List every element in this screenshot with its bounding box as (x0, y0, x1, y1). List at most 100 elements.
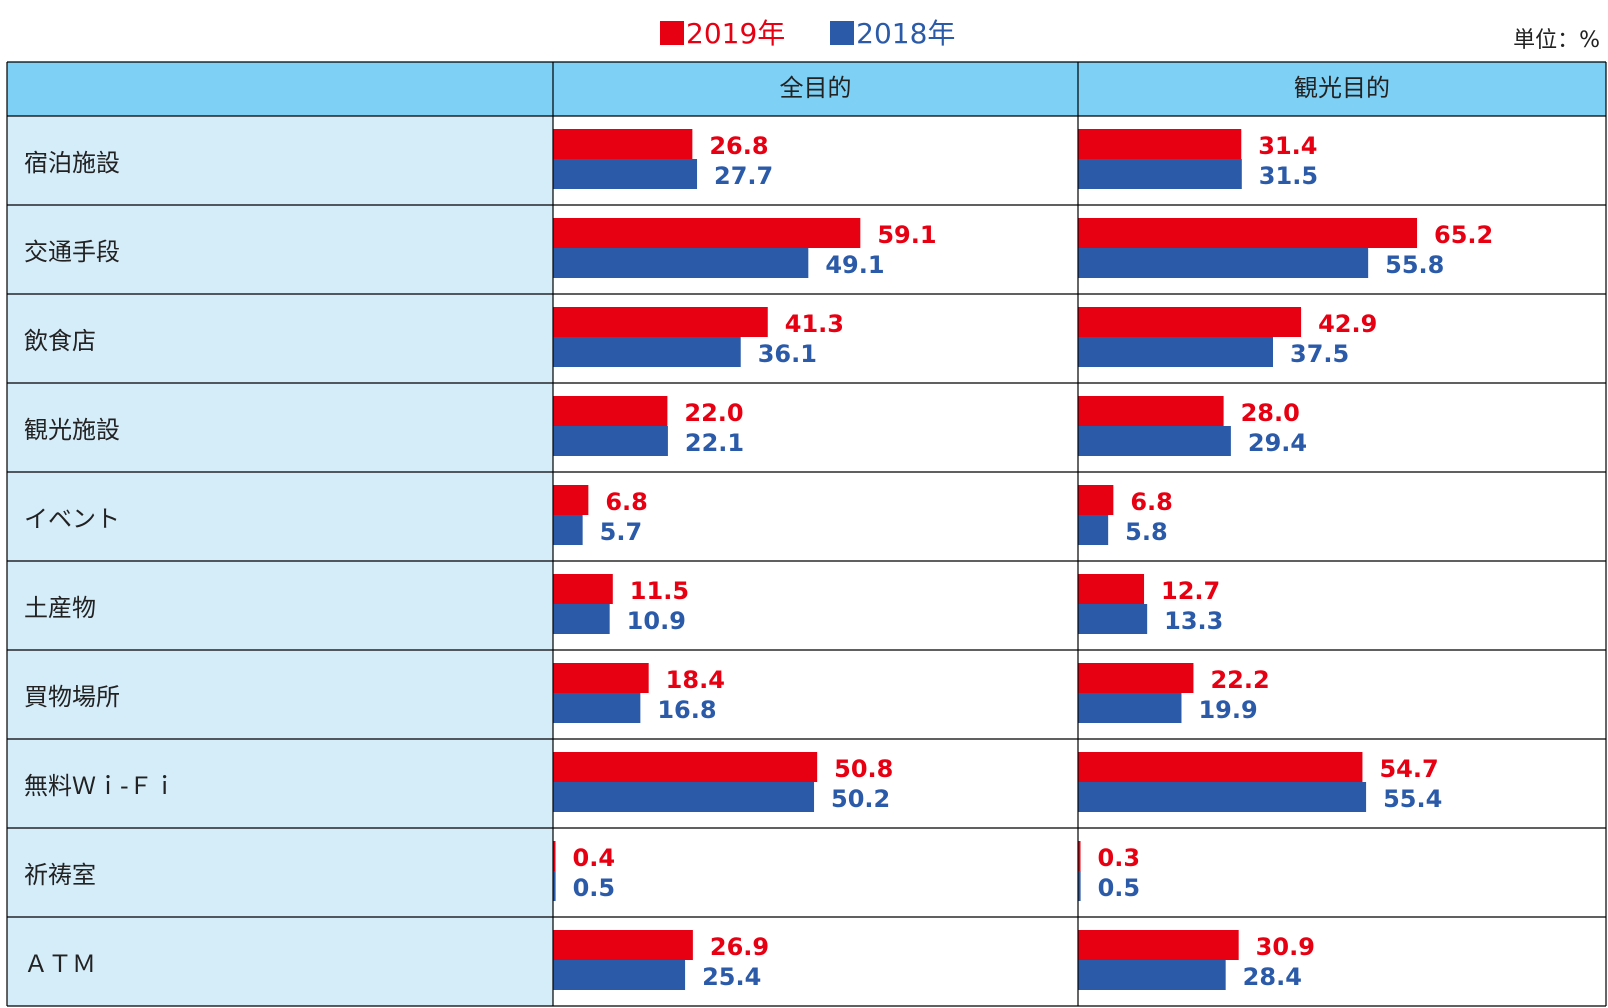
bar-2019-tourism (1078, 396, 1224, 426)
value-label-2019-tourism: 12.7 (1161, 577, 1220, 605)
value-label-2019-all: 6.8 (605, 488, 648, 516)
bar-2019-tourism (1078, 752, 1363, 782)
bar-2018-tourism (1078, 782, 1367, 812)
value-label-2018-tourism: 55.8 (1385, 251, 1444, 279)
bar-2018-all (553, 248, 809, 278)
value-label-2019-tourism: 65.2 (1434, 221, 1493, 249)
bar-2018-tourism (1078, 871, 1081, 901)
bar-2018-tourism (1078, 248, 1369, 278)
row-label: 無料Ｗｉ-Ｆｉ (24, 772, 177, 800)
value-label-2019-all: 59.1 (877, 221, 936, 249)
value-label-2018-tourism: 13.3 (1164, 607, 1223, 635)
bar-2019-all (553, 129, 693, 159)
value-label-2018-all: 22.1 (685, 429, 744, 457)
bar-2019-all (553, 218, 861, 248)
value-label-2019-all: 0.4 (573, 844, 616, 872)
bar-2018-all (553, 871, 556, 901)
value-label-2018-tourism: 37.5 (1290, 340, 1349, 368)
row-label: 買物場所 (24, 683, 120, 711)
unit-label: 単位：% (1513, 28, 1600, 53)
bar-2019-tourism (1078, 930, 1239, 960)
bar-2018-tourism (1078, 515, 1109, 545)
value-label-2019-tourism: 6.8 (1130, 488, 1173, 516)
value-label-2018-all: 25.4 (702, 963, 761, 991)
row-label: 交通手段 (24, 238, 120, 266)
bar-2019-tourism (1078, 307, 1302, 337)
bar-2019-all (553, 752, 818, 782)
bar-2019-all (553, 396, 668, 426)
legend: 2019年 2018年 (660, 12, 991, 52)
bar-2019-all (553, 307, 768, 337)
value-label-2018-tourism: 19.9 (1198, 696, 1257, 724)
legend-item-2018: 2018年 (830, 12, 955, 52)
value-label-2018-tourism: 5.8 (1125, 518, 1168, 546)
bar-2018-tourism (1078, 693, 1182, 723)
value-label-2019-all: 22.0 (684, 399, 743, 427)
bar-2018-all (553, 515, 583, 545)
bar-2018-all (553, 426, 668, 456)
bar-2018-all (553, 604, 610, 634)
bar-2019-all (553, 485, 589, 515)
bar-2019-all (553, 574, 613, 604)
value-label-2018-all: 27.7 (714, 162, 773, 190)
row-label: 土産物 (24, 594, 96, 622)
bar-2018-tourism (1078, 426, 1231, 456)
bar-2019-all (553, 841, 556, 871)
value-label-2019-tourism: 0.3 (1098, 844, 1141, 872)
bar-2019-all (553, 663, 649, 693)
value-label-2018-tourism: 29.4 (1248, 429, 1307, 457)
bar-2019-tourism (1078, 574, 1145, 604)
value-label-2019-tourism: 22.2 (1210, 666, 1269, 694)
row-label: 観光施設 (24, 416, 120, 444)
value-label-2018-tourism: 0.5 (1098, 874, 1141, 902)
row-label: 宿泊施設 (24, 149, 120, 177)
bar-2019-all (553, 930, 693, 960)
legend-label-2019: 2019年 (686, 17, 786, 50)
value-label-2019-all: 26.8 (709, 132, 768, 160)
value-label-2019-all: 50.8 (834, 755, 893, 783)
value-label-2018-all: 16.8 (657, 696, 716, 724)
column-header-1: 観光目的 (1294, 74, 1390, 102)
value-label-2019-all: 41.3 (785, 310, 844, 338)
bar-2019-tourism (1078, 218, 1418, 248)
value-label-2019-tourism: 54.7 (1379, 755, 1438, 783)
value-label-2018-tourism: 31.5 (1259, 162, 1318, 190)
legend-swatch-2018 (830, 21, 855, 45)
value-label-2019-tourism: 30.9 (1256, 933, 1315, 961)
bar-2018-all (553, 960, 686, 990)
value-label-2018-tourism: 28.4 (1243, 963, 1302, 991)
bar-2018-tourism (1078, 337, 1273, 367)
value-label-2018-all: 0.5 (573, 874, 616, 902)
legend-label-2018: 2018年 (856, 17, 956, 50)
value-label-2018-tourism: 55.4 (1383, 785, 1442, 813)
value-label-2019-all: 18.4 (666, 666, 725, 694)
bar-2018-all (553, 159, 698, 189)
value-label-2018-all: 50.2 (831, 785, 890, 813)
value-label-2018-all: 10.9 (627, 607, 686, 635)
bar-2018-tourism (1078, 159, 1242, 189)
row-label: 飲食店 (24, 327, 96, 355)
bar-2018-tourism (1078, 960, 1226, 990)
value-label-2019-tourism: 28.0 (1241, 399, 1300, 427)
value-label-2018-all: 36.1 (758, 340, 817, 368)
value-label-2019-tourism: 31.4 (1258, 132, 1317, 160)
bar-2019-tourism (1078, 485, 1114, 515)
legend-item-2019: 2019年 (660, 12, 785, 52)
value-label-2018-all: 49.1 (825, 251, 884, 279)
bar-2018-tourism (1078, 604, 1148, 634)
value-label-2019-all: 26.9 (710, 933, 769, 961)
bar-2018-all (553, 782, 815, 812)
bar-2019-tourism (1078, 663, 1194, 693)
bar-2019-tourism (1078, 129, 1242, 159)
value-label-2019-tourism: 42.9 (1318, 310, 1377, 338)
value-label-2018-all: 5.7 (600, 518, 643, 546)
legend-swatch-2019 (660, 21, 684, 45)
header-background (7, 62, 1606, 116)
row-label: イベント (24, 505, 120, 533)
bar-2018-all (553, 337, 741, 367)
bar-2018-all (553, 693, 641, 723)
value-label-2019-all: 11.5 (630, 577, 689, 605)
row-label: 祈祷室 (24, 861, 96, 889)
bar-2019-tourism (1078, 841, 1081, 871)
